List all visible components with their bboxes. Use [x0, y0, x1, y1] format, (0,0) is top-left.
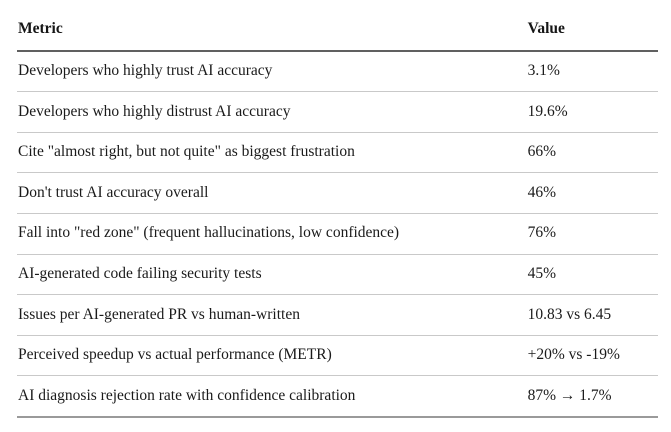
header-row: Metric Value [17, 8, 658, 52]
metric-cell: Fall into "red zone" (frequent hallucina… [17, 213, 527, 255]
metrics-table: Metric Value Developers who highly trust… [17, 8, 658, 418]
value-cell: 10.83 vs 6.45 [526, 294, 658, 336]
value-cell: 46% [526, 172, 658, 214]
value-cell: 87% → 1.7% [526, 375, 658, 418]
value-cell: 45% [526, 254, 658, 296]
table-row: Fall into "red zone" (frequent hallucina… [17, 213, 658, 255]
table-row: Cite "almost right, but not quite" as bi… [17, 132, 658, 174]
metric-cell: Developers who highly trust AI accuracy [17, 50, 527, 93]
value-cell: 19.6% [526, 91, 658, 133]
table-row: Developers who highly trust AI accuracy … [17, 50, 658, 93]
value-cell: 76% [526, 213, 658, 255]
metric-cell: Perceived speedup vs actual performance … [17, 335, 527, 377]
metric-cell: AI diagnosis rejection rate with confide… [17, 375, 527, 418]
table-row: Don't trust AI accuracy overall 46% [17, 172, 658, 214]
table-row: AI-generated code failing security tests… [17, 254, 658, 296]
column-header-metric: Metric [17, 8, 527, 52]
table-header: Metric Value [17, 8, 658, 52]
table-row: AI diagnosis rejection rate with confide… [17, 375, 658, 418]
value-cell: +20% vs -19% [526, 335, 658, 377]
metric-cell: Developers who highly distrust AI accura… [17, 91, 527, 133]
table-row: Issues per AI-generated PR vs human-writ… [17, 294, 658, 336]
table-row: Perceived speedup vs actual performance … [17, 335, 658, 377]
metrics-table-container: Metric Value Developers who highly trust… [17, 0, 658, 418]
metric-cell: Issues per AI-generated PR vs human-writ… [17, 294, 527, 336]
value-cell: 66% [526, 132, 658, 174]
metric-cell: Don't trust AI accuracy overall [17, 172, 527, 214]
metric-cell: AI-generated code failing security tests [17, 254, 527, 296]
table-row: Developers who highly distrust AI accura… [17, 91, 658, 133]
column-header-value: Value [526, 8, 658, 52]
metric-cell: Cite "almost right, but not quite" as bi… [17, 132, 527, 174]
table-body: Developers who highly trust AI accuracy … [17, 50, 658, 418]
value-cell: 3.1% [526, 50, 658, 93]
